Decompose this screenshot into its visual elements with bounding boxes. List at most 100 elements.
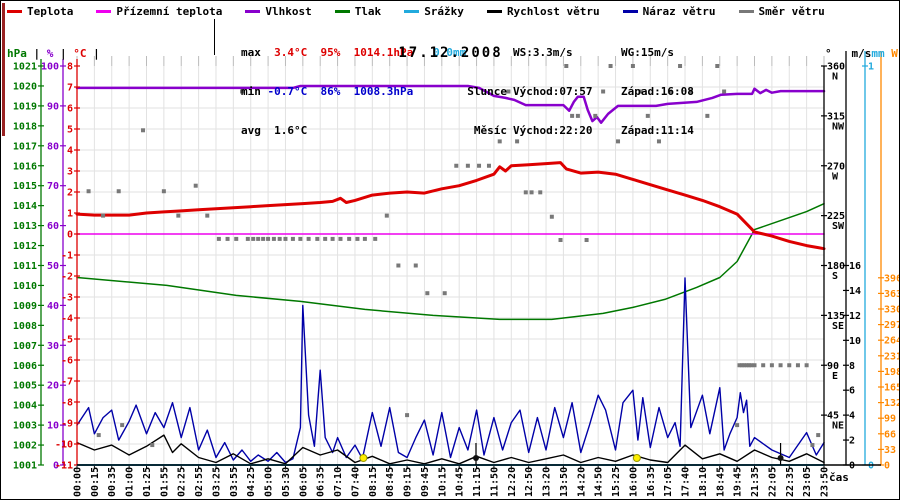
wind-gust-line [76,277,825,464]
axis-tick-label: 1006 [13,361,37,372]
wind-direction-dot [240,89,245,94]
axis-tick-label: 264 [884,336,900,347]
axis-tick-label: 99 [884,414,896,425]
wind-direction-dot [668,89,673,94]
time-label: 22:05 [767,467,778,497]
wind-speed-stat: WS:3.3m/s [513,46,573,59]
axis-tick-label: SW [832,221,845,232]
time-label: 16:35 [646,467,657,497]
axis-tick-label: 198 [884,367,900,378]
axis-tick-label: 3 [67,167,73,178]
wind-direction-dot [761,363,766,368]
time-label: 11:15 [472,467,483,497]
wind-direction-dot [486,163,491,168]
sunrise-marker-icon [359,454,368,462]
legend-swatch-icon [245,10,261,13]
time-label: 14:50 [594,467,605,497]
axis-tick-label: 1008 [13,321,37,332]
wind-direction-dot [778,363,783,368]
axis-tick-label: 1011 [13,261,37,272]
time-label: 10:45 [455,467,466,497]
axis-tick-label: 45 [827,411,839,422]
wind-direction-dot [722,89,727,94]
wind-direction-dot [205,213,210,218]
wind-direction-dot [645,113,650,118]
wind-direction-dot [373,236,378,241]
wind-direction-dot [290,236,295,241]
moonset-time: Západ:11:14 [621,124,694,137]
time-label: 00:00 [73,467,84,497]
legend-swatch-icon [334,10,350,13]
axis-tick-label: W [832,171,839,182]
axis-tick-label: 5 [67,125,73,136]
legend-label: Srážky [424,5,464,18]
time-label: 16:00 [628,467,639,497]
wind-direction-dot [120,423,125,428]
axis-tick-label: 1020 [13,81,37,92]
time-label: 18:45 [715,467,726,497]
wind-direction-dot [608,64,613,68]
max-temp: 3.4°C [267,46,308,59]
legend-swatch-icon [738,10,754,13]
time-label: 14:20 [576,467,587,497]
wind-direction-dot [638,89,643,94]
wind-direction-dot [746,363,751,368]
wind-direction-dot [575,113,580,118]
time-label: 07:40 [350,467,361,497]
legend-item-sm-r-v-tru: Směr větru [738,5,825,18]
avg-label: avg [241,124,261,137]
time-label: 23:05 [802,467,813,497]
wind-direction-dot [225,236,230,241]
legend-swatch-icon [96,10,112,13]
time-label: 17:40 [681,467,692,497]
time-label: 06:05 [298,467,309,497]
time-label: 11:50 [489,467,500,497]
axis-tick-label: 132 [884,398,900,409]
axis-tick-label: 1005 [13,381,37,392]
left-border-accent [2,3,5,136]
axis-tick-label: 135 [827,311,845,322]
legend-swatch-icon [404,10,420,13]
wind-direction-dot [323,236,328,241]
separator: | [93,47,100,60]
time-label: 13:50 [559,467,570,497]
axis-tick-label: 225 [827,211,845,222]
time-label: 01:00 [125,467,136,497]
min-humidity: 86% [320,85,341,98]
axis-tick-label: 0 [53,461,59,472]
wind-direction-dot [86,189,91,194]
wind-direction-dot [277,236,282,241]
axis-tick-label: 4 [67,146,73,157]
legend-label: Náraz větru [642,5,716,18]
wind-direction-dot [656,139,661,144]
axis-tick-label: 0 [868,461,874,472]
axis-tick-label: N [832,72,838,83]
wind-direction-dot [150,443,155,448]
celsius-unit-label: °C [73,47,87,60]
wind-direction-dot [705,113,710,118]
axis-tick-label: NW [832,121,845,132]
degree-unit-label: ° [825,47,832,60]
wind-direction-dot [538,190,543,195]
legend-item-teplota: Teplota [7,5,73,18]
min-pressure: 1008.3hPa [353,85,414,98]
axis-tick-label: 33 [884,445,896,456]
legend-item-sr-ky: Srážky [404,5,464,18]
time-label: 22:35 [785,467,796,497]
wind-direction-dot [688,89,693,94]
wind-direction-dot [425,291,430,296]
axis-tick-label: S [832,271,838,282]
axis-tick-label: 6 [849,386,855,397]
time-label: 10:15 [437,467,448,497]
legend-label: Přízemní teplota [116,5,223,18]
wind-direction-dot [101,213,106,218]
moonrise-time: Východ:22:20 [513,124,593,137]
wind-direction-dot [739,363,744,368]
wind-direction-dot [330,236,335,241]
axis-tick-label: 1 [868,62,874,73]
axis-tick-label: 0 [849,461,855,472]
wind-direction-dot [601,89,606,94]
wind-direction-dot [515,139,520,144]
